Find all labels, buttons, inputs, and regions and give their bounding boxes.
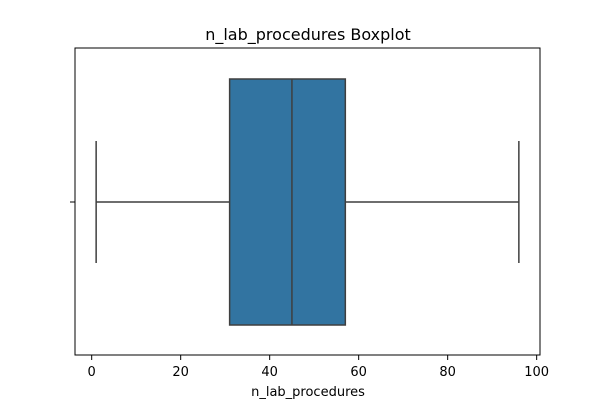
x-axis-label: n_lab_procedures xyxy=(251,385,365,400)
x-axis-ticks: 0 20 40 60 80 100 xyxy=(88,355,549,380)
x-tick-label: 0 xyxy=(88,365,96,380)
x-tick-label: 60 xyxy=(350,365,367,380)
chart-title: n_lab_procedures Boxplot xyxy=(205,25,411,45)
iqr-box xyxy=(228,78,347,326)
x-tick-label: 100 xyxy=(524,365,549,380)
x-tick-label: 20 xyxy=(172,365,189,380)
x-tick-label: 40 xyxy=(261,365,278,380)
plot-area xyxy=(95,78,520,326)
x-tick-label: 80 xyxy=(439,365,456,380)
